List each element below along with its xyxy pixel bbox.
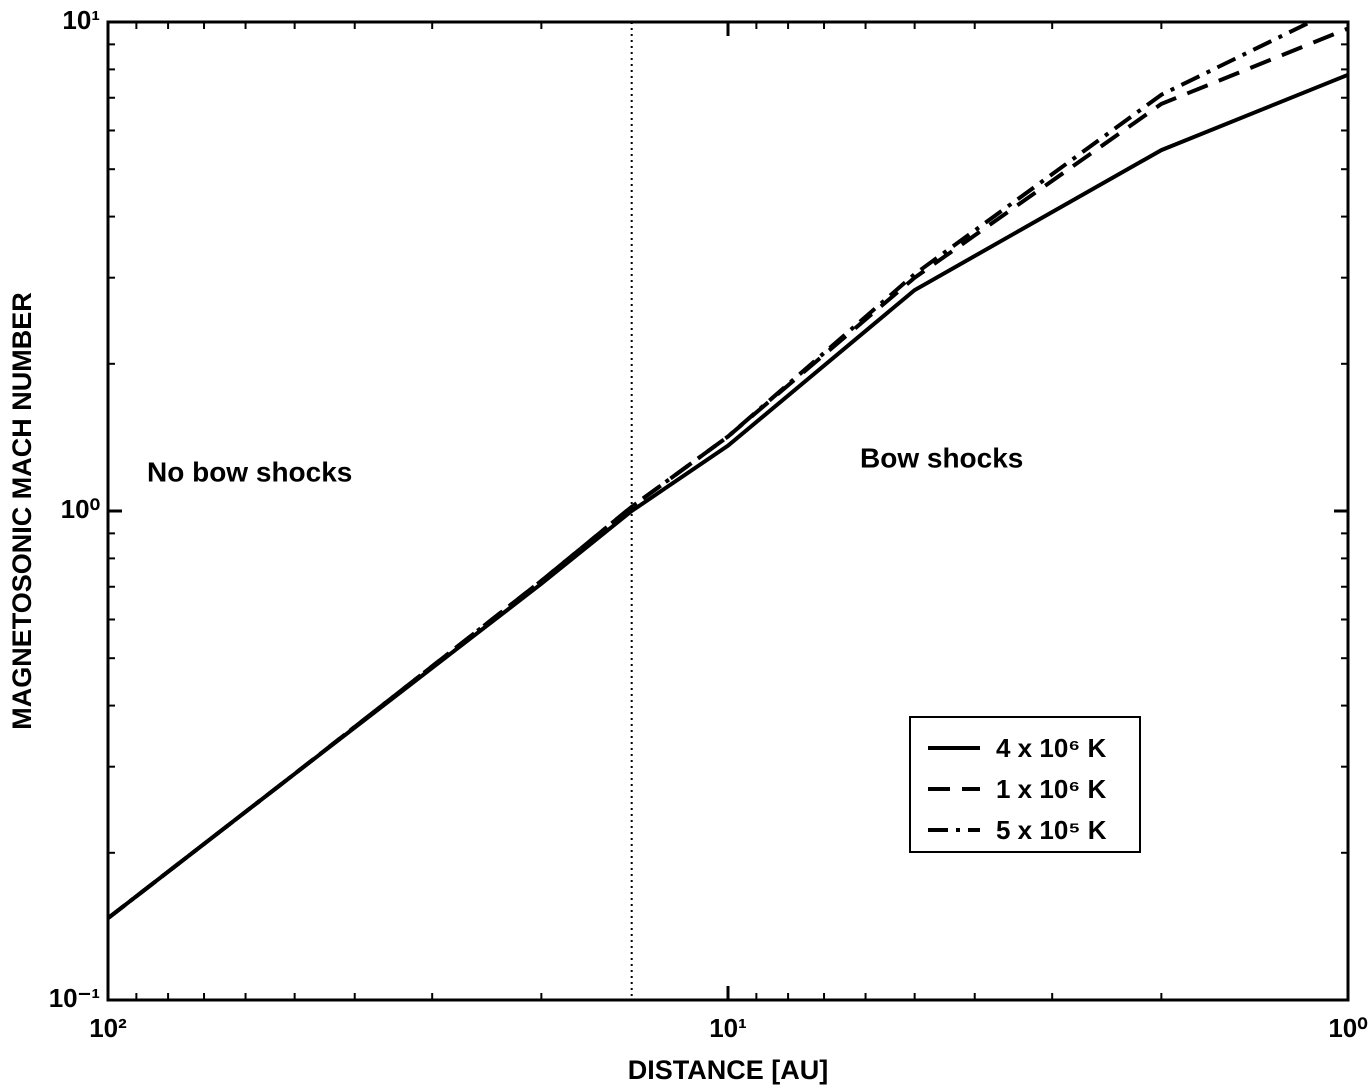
annotation: Bow shocks bbox=[860, 442, 1023, 473]
x-tick-label: 10⁰ bbox=[1328, 1013, 1367, 1043]
y-tick-label: 10⁻¹ bbox=[49, 983, 100, 1013]
x-tick-label: 10² bbox=[89, 1013, 127, 1043]
x-axis-label: DISTANCE [AU] bbox=[628, 1055, 828, 1085]
x-tick-label: 10¹ bbox=[709, 1013, 747, 1043]
legend-box bbox=[909, 716, 1141, 853]
y-tick-label: 10⁰ bbox=[61, 494, 100, 524]
y-axis-label: MAGNETOSONIC MACH NUMBER bbox=[7, 292, 37, 730]
legend-label: 5 x 10⁵ K bbox=[996, 815, 1107, 845]
annotation: No bow shocks bbox=[147, 456, 352, 487]
series-line bbox=[106, 20, 1312, 920]
plot-frame bbox=[106, 20, 1350, 1002]
legend-label: 1 x 10⁶ K bbox=[996, 774, 1106, 804]
y-tick-label: 10¹ bbox=[62, 5, 100, 35]
series-line bbox=[106, 72, 1349, 920]
legend-label: 4 x 10⁶ K bbox=[996, 733, 1106, 763]
